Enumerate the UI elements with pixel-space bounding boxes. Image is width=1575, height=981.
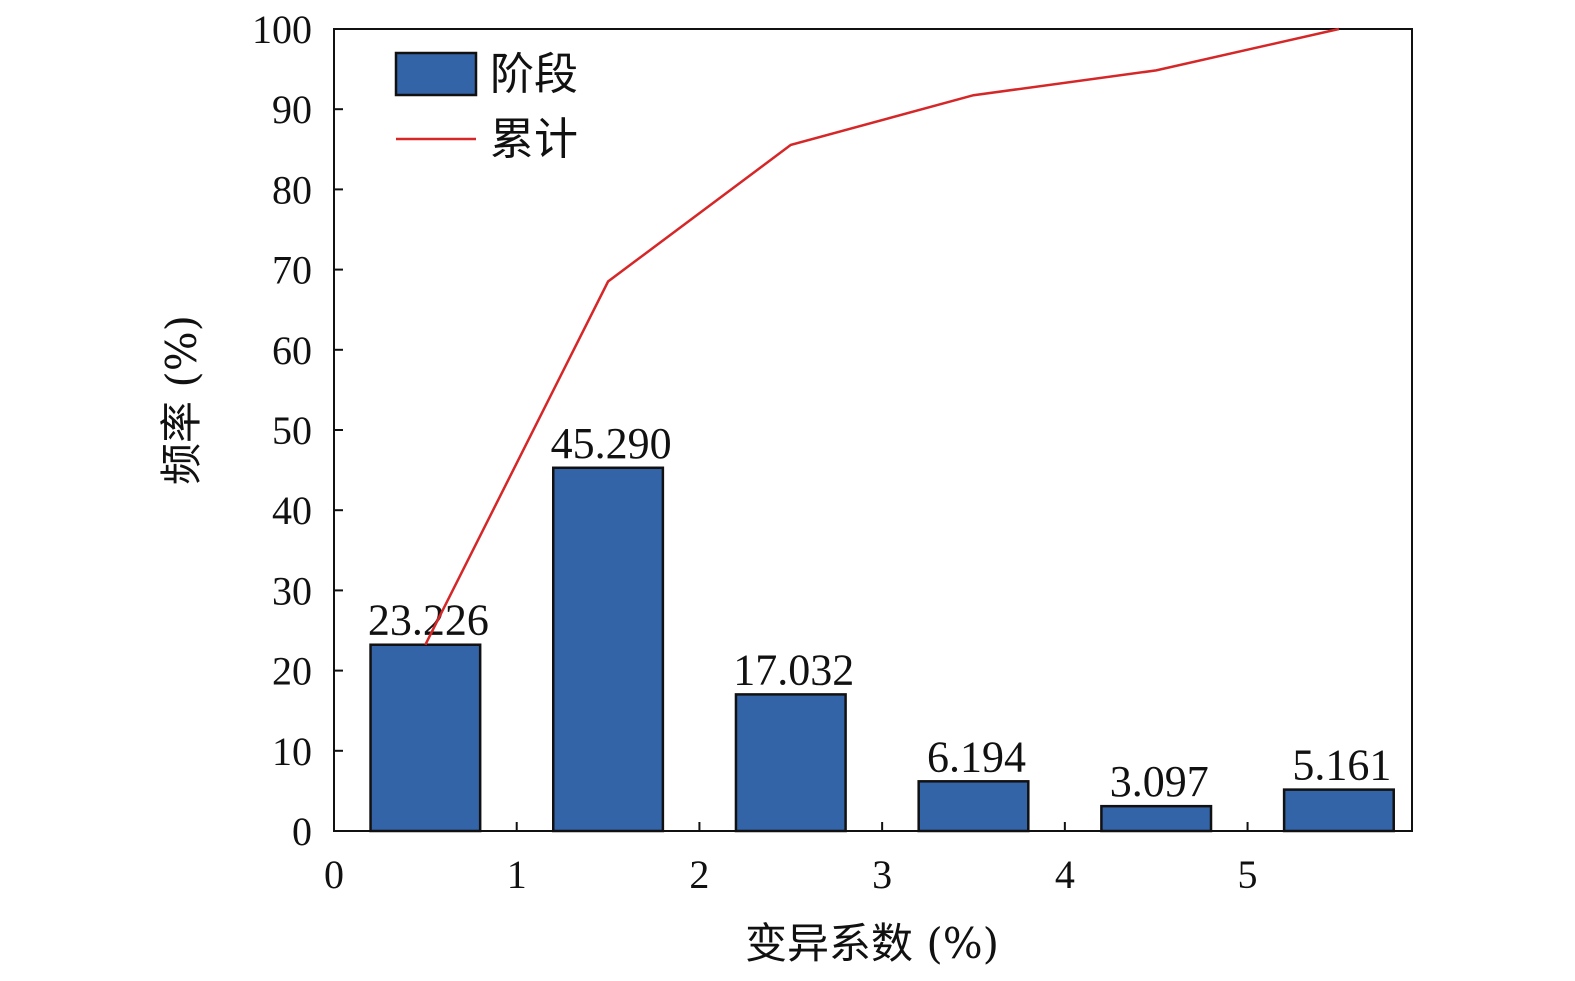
y-tick-label: 100 [252, 7, 312, 52]
x-tick-label: 0 [324, 852, 344, 897]
y-tick-label: 90 [272, 87, 312, 132]
y-tick-label: 70 [272, 248, 312, 293]
x-tick-label: 1 [507, 852, 527, 897]
x-tick-label: 3 [872, 852, 892, 897]
bar-value-label: 6.194 [927, 732, 1026, 781]
cumulative-line [424, 27, 1340, 646]
y-axis-title: 频率 (%) [157, 315, 206, 485]
x-tick-label: 5 [1238, 852, 1258, 897]
legend-bar-swatch [394, 51, 478, 97]
bar-series [369, 466, 1395, 833]
legend-line-label: 累计 [490, 114, 578, 165]
bar-value-label: 3.097 [1110, 757, 1209, 806]
y-tick-label: 0 [292, 809, 312, 854]
x-axis-ticks: 0 1 2 3 4 5 [324, 822, 1258, 897]
bar-value-label: 17.032 [733, 645, 854, 694]
bar [734, 693, 847, 833]
bar [369, 643, 482, 833]
y-tick-label: 30 [272, 568, 312, 613]
y-tick-label: 80 [272, 167, 312, 212]
bar-value-label: 45.290 [551, 419, 672, 468]
bar [552, 466, 665, 833]
bar-value-label: 5.161 [1292, 741, 1391, 790]
y-tick-label: 20 [272, 649, 312, 694]
legend-bar-label: 阶段 [490, 49, 578, 100]
x-tick-label: 4 [1055, 852, 1075, 897]
bar [917, 780, 1030, 833]
bar [1100, 804, 1213, 833]
bar [1282, 788, 1395, 833]
y-tick-label: 10 [272, 729, 312, 774]
y-tick-label: 60 [272, 328, 312, 373]
legend: 阶段 累计 [394, 49, 578, 165]
y-tick-label: 40 [272, 488, 312, 533]
y-axis-ticks: 0 10 20 30 40 50 60 70 80 90 100 [252, 7, 343, 854]
y-tick-label: 50 [272, 408, 312, 453]
x-tick-label: 2 [689, 852, 709, 897]
x-axis-title: 变异系数 (%) [745, 919, 999, 968]
